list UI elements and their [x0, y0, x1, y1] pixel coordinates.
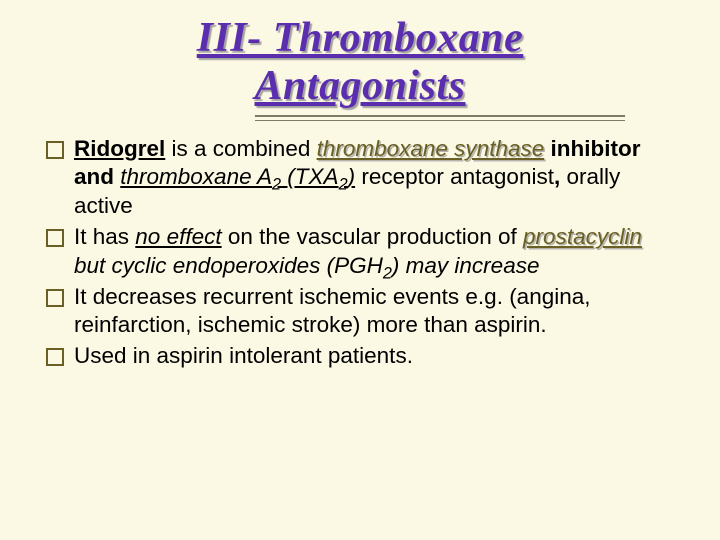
- term-thromboxane-synthase: thromboxane synthase: [317, 136, 545, 161]
- text-run: receptor antagonist: [355, 164, 554, 189]
- drug-name: Ridogrel: [74, 136, 165, 161]
- title-underline-rule: [255, 115, 625, 121]
- text-run: It has: [74, 224, 135, 249]
- title-block: III- Thromboxane Antagonists: [40, 14, 680, 121]
- text-run: on the vascular production of: [222, 224, 523, 249]
- text-run: Used in aspirin intolerant patients.: [74, 343, 413, 368]
- text-run: is a combined: [165, 136, 316, 161]
- term-no-effect: no effect: [135, 224, 221, 249]
- bullet-list: Ridogrel is a combined thromboxane synth…: [40, 135, 680, 371]
- text-run: ) may increase: [392, 253, 540, 278]
- term-prostacyclin: prostacyclin: [523, 224, 642, 249]
- text-run: but cyclic endoperoxides (PGH2) may incr…: [74, 253, 539, 278]
- bullet-item: It decreases recurrent ischemic events e…: [46, 283, 674, 341]
- subscript: 2: [339, 176, 348, 194]
- bullet-item: It has no effect on the vascular product…: [46, 223, 674, 281]
- text-run: thromboxane A: [120, 164, 272, 189]
- subscript: 2: [383, 264, 392, 282]
- slide-title: III- Thromboxane Antagonists: [40, 14, 680, 111]
- text-run: It decreases recurrent ischemic events e…: [74, 284, 591, 338]
- term-txa2: thromboxane A2 (TXA2): [120, 164, 355, 189]
- text-run: ): [348, 164, 356, 189]
- bullet-item: Used in aspirin intolerant patients.: [46, 342, 674, 371]
- text-run: (TXA: [281, 164, 339, 189]
- text-run: but cyclic endoperoxides (PGH: [74, 253, 383, 278]
- slide: III- Thromboxane Antagonists Ridogrel is…: [0, 0, 720, 540]
- title-line-1: III- Thromboxane: [197, 15, 524, 61]
- subscript: 2: [272, 176, 281, 194]
- bullet-item: Ridogrel is a combined thromboxane synth…: [46, 135, 674, 221]
- title-line-2: Antagonists: [255, 63, 466, 109]
